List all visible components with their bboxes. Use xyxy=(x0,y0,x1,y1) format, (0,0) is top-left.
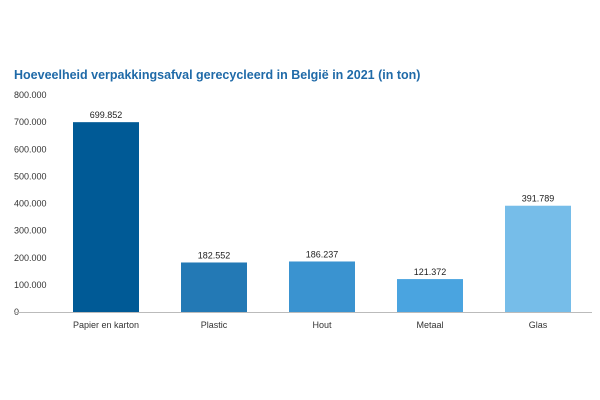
data-labels: 699.852 182.552 186.237 121.372 391.789 xyxy=(90,110,555,277)
data-label: 186.237 xyxy=(306,249,339,259)
y-tick-label: 100.000 xyxy=(14,280,47,290)
bars xyxy=(73,122,571,312)
bar-glas xyxy=(505,205,571,312)
y-tick-label: 600.000 xyxy=(14,144,47,154)
y-tick-label: 200.000 xyxy=(14,253,47,263)
y-tick-label: 700.000 xyxy=(14,117,47,127)
bar-metaal xyxy=(397,279,463,312)
x-tick-label: Plastic xyxy=(201,320,228,330)
data-label: 121.372 xyxy=(414,267,447,277)
data-label: 391.789 xyxy=(522,194,555,204)
x-tick-label: Metaal xyxy=(416,320,443,330)
chart-title: Hoeveelheid verpakkingsafval gerecycleer… xyxy=(14,68,421,82)
bar-papier-en-karton xyxy=(73,122,139,312)
y-axis: 0100.000200.000300.000400.000500.000600.… xyxy=(14,90,47,317)
data-label: 182.552 xyxy=(198,250,231,260)
x-tick-label: Hout xyxy=(312,320,332,330)
bar-hout xyxy=(289,261,355,312)
data-label: 699.852 xyxy=(90,110,123,120)
bar-plastic xyxy=(181,262,247,312)
y-tick-label: 500.000 xyxy=(14,171,47,181)
x-tick-label: Papier en karton xyxy=(73,320,139,330)
y-tick-label: 800.000 xyxy=(14,90,47,100)
y-tick-label: 300.000 xyxy=(14,226,47,236)
x-axis: Papier en karton Plastic Hout Metaal Glas xyxy=(73,320,548,330)
y-tick-label: 400.000 xyxy=(14,199,47,209)
x-tick-label: Glas xyxy=(529,320,548,330)
